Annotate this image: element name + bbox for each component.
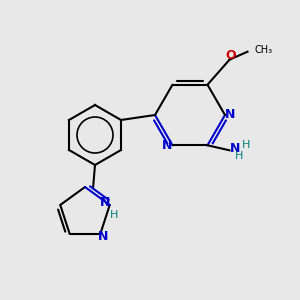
Text: H: H (235, 151, 244, 161)
Text: CH₃: CH₃ (254, 45, 273, 55)
Text: N: N (225, 109, 235, 122)
Text: N: N (162, 139, 173, 152)
Text: H: H (110, 210, 118, 220)
Text: N: N (230, 142, 241, 155)
Text: H: H (242, 140, 251, 150)
Text: N: N (98, 230, 109, 242)
Text: O: O (225, 49, 236, 62)
Text: N: N (100, 196, 110, 209)
